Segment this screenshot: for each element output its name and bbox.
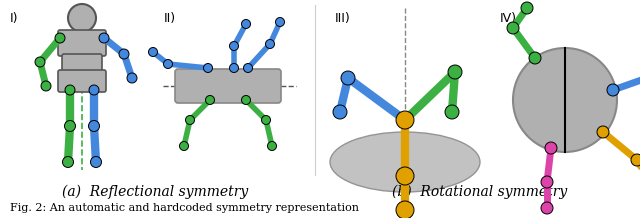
Circle shape	[186, 116, 195, 124]
Circle shape	[88, 121, 99, 131]
Circle shape	[507, 22, 519, 34]
Circle shape	[241, 19, 250, 29]
Circle shape	[597, 126, 609, 138]
Text: (a)  Reflectional symmetry: (a) Reflectional symmetry	[62, 185, 248, 199]
Circle shape	[341, 71, 355, 85]
Circle shape	[65, 85, 75, 95]
Circle shape	[396, 201, 414, 218]
Circle shape	[89, 85, 99, 95]
Circle shape	[35, 57, 45, 67]
Circle shape	[230, 63, 239, 73]
Circle shape	[179, 141, 189, 150]
Circle shape	[148, 48, 157, 56]
Circle shape	[541, 202, 553, 214]
Circle shape	[521, 2, 533, 14]
Circle shape	[445, 105, 459, 119]
FancyBboxPatch shape	[58, 30, 106, 56]
Text: I): I)	[10, 12, 19, 25]
Circle shape	[541, 176, 553, 188]
Text: Fig. 2: An automatic and hardcoded symmetry representation: Fig. 2: An automatic and hardcoded symme…	[10, 203, 359, 213]
Ellipse shape	[330, 132, 480, 192]
Circle shape	[275, 17, 285, 27]
Circle shape	[119, 49, 129, 59]
Circle shape	[230, 41, 239, 51]
FancyBboxPatch shape	[175, 69, 281, 103]
FancyBboxPatch shape	[62, 54, 102, 72]
Circle shape	[513, 48, 617, 152]
Circle shape	[545, 142, 557, 154]
Circle shape	[163, 60, 173, 68]
Text: III): III)	[335, 12, 351, 25]
Circle shape	[529, 52, 541, 64]
FancyBboxPatch shape	[58, 70, 106, 92]
Circle shape	[266, 39, 275, 48]
Circle shape	[204, 63, 212, 73]
Circle shape	[63, 157, 74, 167]
Circle shape	[127, 73, 137, 83]
Text: (b)  Rotational symmetry: (b) Rotational symmetry	[392, 185, 568, 199]
Circle shape	[241, 95, 250, 104]
Circle shape	[396, 167, 414, 185]
Circle shape	[90, 157, 102, 167]
Circle shape	[55, 33, 65, 43]
Circle shape	[68, 4, 96, 32]
Circle shape	[41, 81, 51, 91]
Circle shape	[333, 105, 347, 119]
Circle shape	[243, 63, 253, 73]
Circle shape	[631, 154, 640, 166]
Text: II): II)	[164, 12, 176, 25]
Text: IV): IV)	[500, 12, 517, 25]
Circle shape	[262, 116, 271, 124]
Circle shape	[607, 84, 619, 96]
Circle shape	[448, 65, 462, 79]
Circle shape	[99, 33, 109, 43]
Circle shape	[268, 141, 276, 150]
Circle shape	[396, 111, 414, 129]
Circle shape	[205, 95, 214, 104]
Circle shape	[65, 121, 76, 131]
